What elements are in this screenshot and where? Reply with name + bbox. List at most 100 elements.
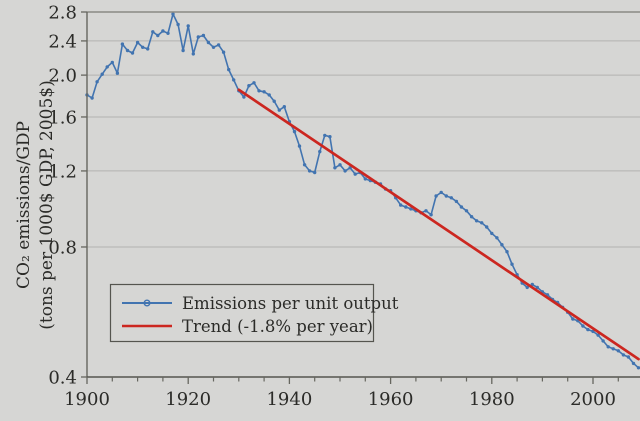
emissions-series-marker (399, 203, 403, 207)
emissions-series-marker (221, 50, 226, 54)
emissions-series-marker (343, 169, 347, 173)
legend-emissions-label: Emissions per unit output (182, 294, 399, 313)
x-tick-label: 1960 (368, 389, 414, 410)
y-tick-label: 0.8 (48, 237, 77, 258)
emissions-series-marker (125, 48, 130, 53)
emissions-series-marker (328, 135, 332, 139)
emissions-series-marker (469, 215, 474, 219)
emissions-series-marker (409, 207, 413, 211)
legend-box (109, 283, 375, 343)
emissions-series-marker (485, 225, 489, 229)
emissions-series-marker (338, 163, 342, 167)
emissions-series-marker (292, 129, 297, 134)
emissions-series-marker (318, 149, 322, 154)
emissions-series-marker (120, 42, 125, 46)
emissions-series-marker (611, 347, 615, 351)
emissions-series-marker (621, 353, 626, 357)
emissions-series-marker (571, 317, 575, 321)
legend: Emissions per unit output Trend (-1.8% p… (109, 283, 399, 343)
data-series (85, 12, 640, 370)
emissions-series-marker (206, 40, 211, 45)
emissions-series-marker (525, 285, 529, 290)
x-tick-label: 1920 (165, 389, 211, 410)
emissions-series-marker (596, 333, 600, 337)
emissions-series-marker (242, 95, 246, 99)
emissions-series-marker (186, 24, 190, 28)
emissions-series-marker (636, 366, 640, 370)
emissions-series-marker (297, 144, 302, 148)
emissions-series-marker (454, 199, 459, 204)
emissions-series-marker (252, 81, 256, 85)
emissions-series-marker (211, 45, 216, 49)
emissions-series-marker (424, 209, 428, 213)
emissions-series-marker (404, 205, 408, 209)
emissions-series-marker (216, 43, 221, 47)
emissions-series-marker (626, 355, 631, 359)
trend-line (237, 88, 640, 361)
y-axis-title-line2: (tons per 1000$ GDP, 2005$) (37, 80, 57, 329)
emissions-series-marker (95, 80, 99, 84)
emissions-series-marker (90, 96, 94, 100)
emissions-series-marker (247, 84, 251, 88)
emissions-series-marker (601, 339, 605, 343)
legend-trend-label: Trend (-1.8% per year) (182, 317, 373, 336)
emissions-series-marker (191, 52, 195, 56)
emissions-series-marker (196, 35, 200, 39)
y-tick-label: 2.4 (48, 31, 77, 52)
emissions-series-marker (500, 243, 504, 247)
x-tick-label: 1980 (469, 389, 515, 410)
y-axis-title-line1: CO₂ emissions/GDP (14, 121, 34, 289)
emissions-series-marker (176, 22, 180, 27)
emissions-series-marker (495, 236, 499, 240)
emissions-series-marker (323, 133, 327, 138)
emissions-series-marker (333, 166, 337, 170)
emissions-series-marker (262, 90, 266, 94)
emissions-series-marker (227, 67, 231, 72)
emissions-series-marker (631, 361, 636, 366)
emissions-series-marker (272, 99, 276, 103)
emissions-series-marker (616, 349, 620, 353)
emissions-series-marker (363, 177, 367, 181)
emissions-series-marker (171, 12, 175, 16)
y-tick-label: 1.2 (48, 161, 77, 182)
emissions-series-marker (166, 31, 170, 35)
emissions-series-marker (444, 194, 448, 198)
emissions-series-marker (490, 231, 494, 236)
emissions-series-marker (141, 45, 145, 49)
emissions-series-marker (115, 71, 120, 75)
emissions-series-marker (313, 170, 317, 175)
emissions-series-marker (267, 93, 271, 97)
emissions-series-marker (232, 78, 236, 82)
emissions-series-marker (201, 33, 206, 38)
gridlines (87, 40, 640, 248)
emissions-series-marker (110, 60, 115, 65)
legend-emissions-marker-icon (143, 299, 151, 307)
emissions-series-marker (282, 105, 286, 109)
emissions-series-marker (100, 72, 104, 76)
y-tick-label: 0.4 (48, 367, 77, 388)
emissions-series-marker (181, 48, 185, 53)
x-tick-label: 1940 (266, 389, 312, 410)
emissions-series-marker (302, 163, 307, 167)
emissions-series-marker (105, 65, 109, 69)
y-tick-label: 1.6 (48, 107, 77, 128)
x-tick-label: 1900 (64, 389, 110, 410)
emissions-series-marker (505, 250, 509, 254)
emissions-series-marker (307, 169, 312, 173)
emissions-series-marker (348, 166, 352, 170)
emissions-series-marker (161, 29, 165, 33)
emissions-series-marker (353, 172, 357, 176)
emissions-series-marker (449, 196, 453, 200)
emissions-series-marker (257, 89, 261, 93)
emissions-series-marker (434, 194, 438, 198)
emissions-series-marker (156, 33, 160, 38)
emissions-series-marker (459, 205, 464, 209)
emissions-series-marker (439, 190, 443, 195)
emissions-series-marker (535, 285, 539, 290)
emissions-series-marker (464, 209, 469, 213)
emissions-series-marker (151, 30, 155, 34)
emissions-series-marker (146, 47, 150, 51)
emissions-series-marker (429, 213, 433, 217)
emissions-series-marker (586, 327, 590, 332)
